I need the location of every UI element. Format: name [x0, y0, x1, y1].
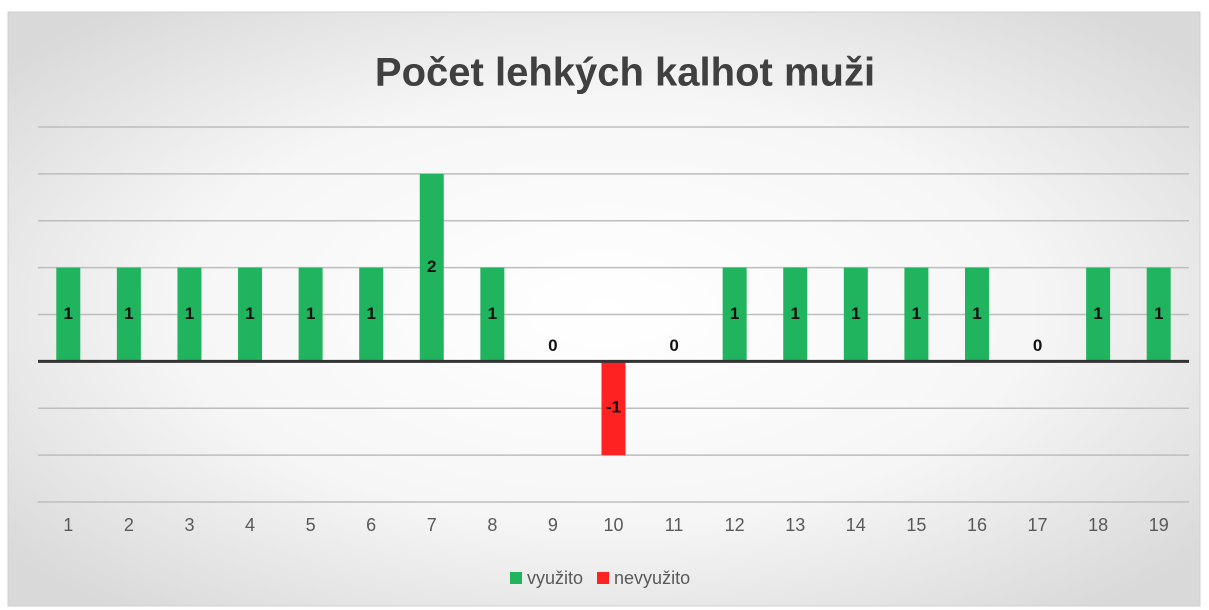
- bar: [1086, 267, 1111, 362]
- bar: [359, 267, 384, 362]
- x-tick-label: 8: [487, 515, 497, 535]
- x-tick-label: 19: [1149, 515, 1169, 535]
- legend-label: nevyužito: [614, 568, 690, 588]
- x-tick-label: 16: [967, 515, 987, 535]
- data-label: 2: [427, 257, 436, 276]
- bar: [298, 267, 323, 362]
- bar: [722, 267, 747, 362]
- bar: [964, 267, 989, 362]
- bar: [480, 267, 505, 362]
- x-tick-label: 7: [427, 515, 437, 535]
- bar: [904, 267, 929, 362]
- x-tick-label: 14: [846, 515, 866, 535]
- x-tick-label: 13: [785, 515, 805, 535]
- data-label: 1: [730, 304, 739, 323]
- data-label: 1: [912, 304, 921, 323]
- data-label: 1: [366, 304, 375, 323]
- data-label: 1: [124, 304, 133, 323]
- data-label: 0: [1033, 336, 1042, 355]
- data-label: 0: [669, 336, 678, 355]
- data-label: 1: [851, 304, 860, 323]
- x-tick-label: 3: [184, 515, 194, 535]
- x-tick-label: 1: [63, 515, 73, 535]
- data-label: 1: [185, 304, 194, 323]
- data-label: 1: [488, 304, 497, 323]
- data-label: 1: [306, 304, 315, 323]
- bar: [116, 267, 141, 362]
- x-tick-label: 18: [1088, 515, 1108, 535]
- data-label: 0: [548, 336, 557, 355]
- data-label: 1: [1154, 304, 1163, 323]
- legend-label: využito: [527, 568, 583, 588]
- bar: [56, 267, 81, 362]
- chart-title: Počet lehkých kalhot muži: [375, 51, 875, 95]
- data-label: 1: [1093, 304, 1102, 323]
- bar: [843, 267, 868, 362]
- data-label: 1: [791, 304, 800, 323]
- x-tick-label: 17: [1028, 515, 1048, 535]
- x-tick-label: 6: [366, 515, 376, 535]
- bar: [1146, 267, 1171, 362]
- data-label: 1: [64, 304, 73, 323]
- bar: [601, 361, 626, 456]
- legend-swatch: [597, 572, 610, 584]
- x-tick-label: 2: [124, 515, 134, 535]
- bar: [177, 267, 202, 362]
- x-tick-label: 4: [245, 515, 255, 535]
- bar: [238, 267, 263, 362]
- x-tick-label: 5: [306, 515, 316, 535]
- data-label: 1: [245, 304, 254, 323]
- data-label: 1: [972, 304, 981, 323]
- x-tick-label: 15: [906, 515, 926, 535]
- x-tick-label: 9: [548, 515, 558, 535]
- x-tick-label: 12: [725, 515, 745, 535]
- x-tick-label: 11: [665, 515, 684, 535]
- chart-frame: [7, 11, 1201, 607]
- data-label: -1: [606, 398, 621, 417]
- x-tick-label: 10: [603, 515, 623, 535]
- legend-swatch: [510, 572, 522, 584]
- bar: [783, 267, 808, 362]
- bar: [419, 173, 444, 362]
